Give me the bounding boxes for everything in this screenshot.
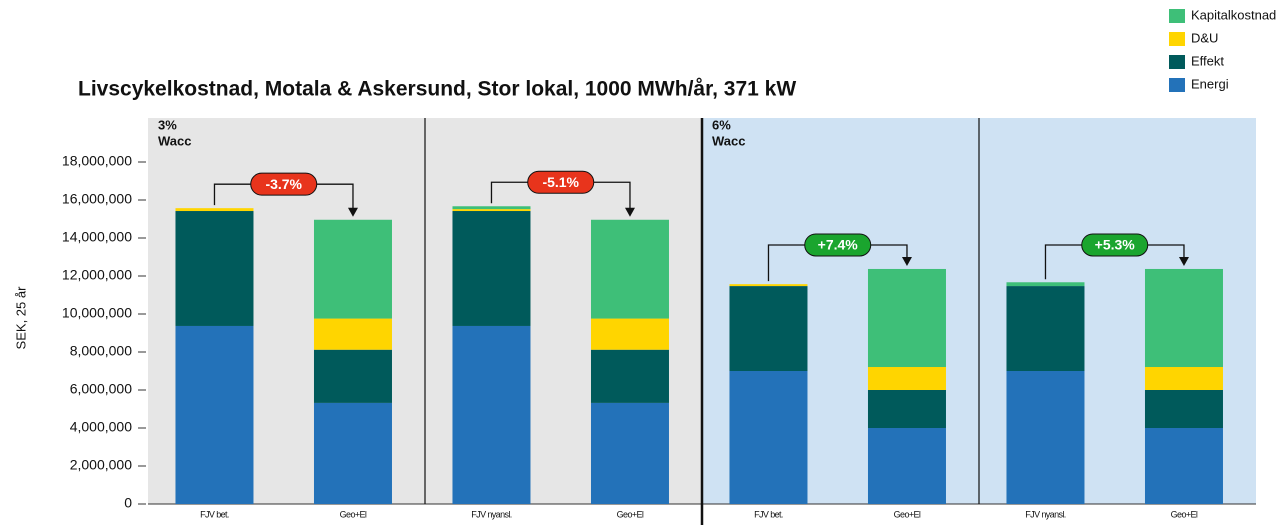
bar-segment xyxy=(867,268,946,368)
arrow-head xyxy=(1178,256,1189,266)
bar-segment xyxy=(867,428,946,504)
arrow-head xyxy=(901,256,912,266)
x-tick-label: Geo+El xyxy=(617,509,644,519)
legend-label: Energi xyxy=(1191,76,1229,91)
panel-label: Wacc xyxy=(712,133,745,148)
bar-segment xyxy=(452,211,531,326)
bar-segment xyxy=(867,367,946,390)
legend-label: Effekt xyxy=(1191,53,1224,68)
bar-segment xyxy=(175,325,254,504)
bar-segment xyxy=(1144,390,1223,428)
bar-segment xyxy=(452,209,531,212)
y-tick-label: 2,000,000 xyxy=(70,457,132,473)
x-tick-label: Geo+El xyxy=(1171,509,1198,519)
annotation-pill xyxy=(250,172,318,196)
y-tick-label: 16,000,000 xyxy=(62,191,132,207)
x-tick-label: Geo+El xyxy=(894,509,921,519)
legend-swatch xyxy=(1169,78,1185,92)
y-tick-label: 10,000,000 xyxy=(62,305,132,321)
bar-segment xyxy=(1144,268,1223,368)
bar-segment xyxy=(313,219,392,319)
bar-segment xyxy=(729,286,808,371)
bar-segment xyxy=(313,349,392,403)
bar-segment xyxy=(867,390,946,428)
bar-segment xyxy=(590,318,669,350)
annotation-text: -3.7% xyxy=(265,176,302,192)
x-tick-label: FJV nyansl. xyxy=(1025,509,1066,519)
panel-label: Wacc xyxy=(158,133,191,148)
arrow-head xyxy=(624,207,635,217)
bar-segment xyxy=(313,318,392,350)
bar-segment xyxy=(729,284,808,287)
y-tick-label: 18,000,000 xyxy=(62,153,132,169)
annotation-pill xyxy=(527,170,595,194)
bar-segment xyxy=(1006,286,1085,371)
y-tick-label: 14,000,000 xyxy=(62,229,132,245)
y-tick-label: 8,000,000 xyxy=(70,343,132,359)
bar-segment xyxy=(175,211,254,326)
x-tick-label: FJV bet. xyxy=(754,509,783,519)
y-tick-label: 6,000,000 xyxy=(70,381,132,397)
legend-label: D&U xyxy=(1191,30,1218,45)
bar-segment xyxy=(729,371,808,504)
x-tick-label: FJV bet. xyxy=(200,509,229,519)
panel-rate: 3% xyxy=(158,117,177,132)
bar-segment xyxy=(313,402,392,504)
bar-segment xyxy=(175,208,254,212)
bar-segment xyxy=(452,325,531,504)
legend-swatch xyxy=(1169,9,1185,23)
bar-segment xyxy=(1006,371,1085,504)
y-tick-label: 0 xyxy=(124,495,132,511)
panel-rate: 6% xyxy=(712,117,731,132)
x-tick-label: FJV nyansl. xyxy=(471,509,512,519)
chart-title: Livscykelkostnad, Motala & Askersund, St… xyxy=(78,78,796,101)
annotation-text: +5.3% xyxy=(1095,237,1136,253)
bar-segment xyxy=(590,219,669,319)
legend-swatch xyxy=(1169,32,1185,46)
annotation-text: -5.1% xyxy=(542,174,579,190)
y-tick-label: 4,000,000 xyxy=(70,419,132,435)
bar-segment xyxy=(590,349,669,403)
legend-swatch xyxy=(1169,55,1185,69)
bar-segment xyxy=(590,402,669,504)
bar-segment xyxy=(1144,428,1223,504)
annotation-pill xyxy=(804,233,872,257)
annotation-text: +7.4% xyxy=(818,237,859,253)
bar-segment xyxy=(452,206,531,210)
bar-segment xyxy=(1144,367,1223,390)
bar-segment xyxy=(1006,282,1085,287)
y-axis-label: SEK, 25 år xyxy=(13,286,28,350)
arrow-head xyxy=(347,207,358,217)
y-tick-label: 12,000,000 xyxy=(62,267,132,283)
legend-label: Kapitalkostnad xyxy=(1191,7,1276,22)
annotation-pill xyxy=(1081,233,1149,257)
x-tick-label: Geo+El xyxy=(340,509,367,519)
